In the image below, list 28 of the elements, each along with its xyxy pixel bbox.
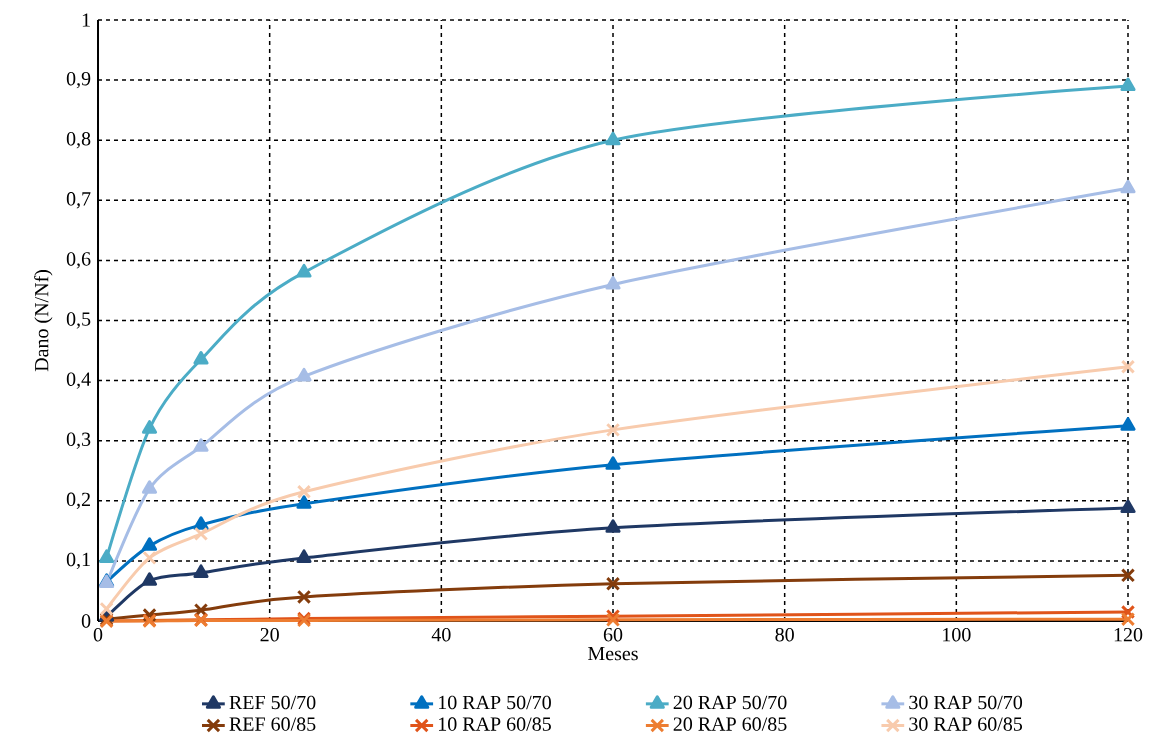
y-tick-label: 0,7 — [66, 192, 91, 209]
y-tick-label: 0,9 — [66, 71, 91, 89]
x-tick-label: 80 — [775, 627, 794, 642]
x-tick-label: 40 — [431, 627, 451, 642]
x-tick-label: 100 — [943, 627, 971, 642]
x-tick-label: 0 — [93, 627, 103, 642]
x-tick-label: 120 — [1114, 627, 1143, 642]
y-tick-label: 0,1 — [66, 552, 90, 570]
legend-label: REF 60/85 — [229, 717, 316, 731]
y-tick-label: 1 — [82, 13, 90, 27]
y-tick-label: 0,3 — [66, 432, 91, 449]
y-tick-label: 0,2 — [66, 492, 90, 509]
y-tick-label: 0,4 — [66, 372, 91, 389]
legend-label: 30 RAP 60/85 — [909, 717, 1023, 731]
y-tick-label: 0 — [81, 614, 91, 628]
legend-label: 20 RAP 60/85 — [673, 717, 787, 731]
x-axis-title: Meses — [588, 647, 638, 661]
y-tick-label: 0,5 — [66, 312, 91, 329]
legend-label: REF 50/70 — [229, 695, 316, 710]
y-tick-label: 0,8 — [66, 132, 91, 149]
legend-label: 30 RAP 50/70 — [909, 695, 1023, 710]
legend-label: 20 RAP 50/70 — [673, 695, 787, 710]
x-tick-label: 20 — [260, 627, 279, 642]
legend-label: 10 RAP 50/70 — [439, 695, 551, 710]
legend-label: 10 RAP 60/85 — [439, 717, 551, 731]
x-tick-label: 60 — [603, 627, 623, 642]
y-axis-title: Dano (N/Nf) — [34, 270, 53, 372]
y-tick-label: 0,6 — [66, 252, 91, 269]
